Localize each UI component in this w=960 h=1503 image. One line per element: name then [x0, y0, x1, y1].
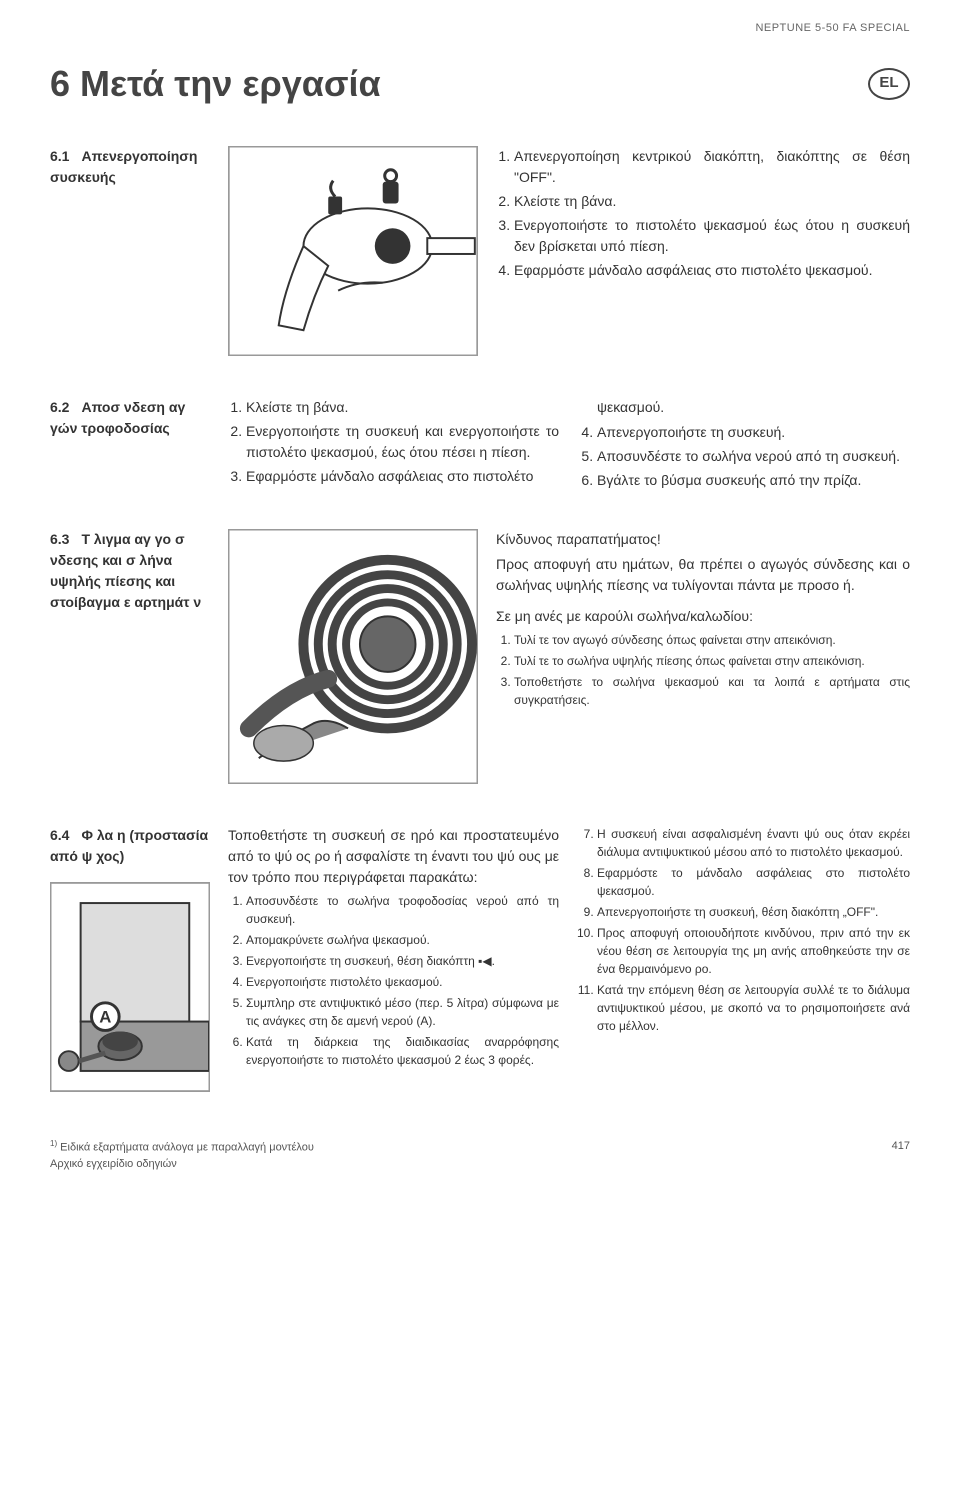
warning-text: Κίνδυνος παραπατήματος! [496, 529, 910, 550]
section-6-2: 6.2Αποσ νδεση αγ γών τροφοδοσίας Κλείστε… [50, 397, 910, 494]
section-label: 6.3Τ λιγμα αγ γο σ νδεσης και σ λήνα υψη… [50, 529, 210, 790]
list-item: Κατά την επόμενη θέση σε λειτουργία συλλ… [597, 981, 910, 1035]
reservoir-icon: A [50, 882, 210, 1092]
list-item: Συμπληρ στε αντιψυκτικό μέσο (περ. 5 λίτ… [246, 994, 559, 1030]
instruction-list: Τυλί τε τον αγωγό σύνδεσης όπως φαίνεται… [496, 631, 910, 709]
list-item: Η συσκευή είναι ασφαλισμένη έναντι ψύ ου… [597, 825, 910, 861]
list-item: Εφαρμόστε το μάνδαλο ασφάλειας στο πιστο… [597, 864, 910, 900]
section-6-1: 6.1Απενεργοποίηση συσκευής Απενεργοποίησ… [50, 146, 910, 362]
section-6-3: 6.3Τ λιγμα αγ γο σ νδεσης και σ λήνα υψη… [50, 529, 910, 790]
list-item: Εφαρμόστε μάνδαλο ασφάλειας στο πιστολέτ… [514, 260, 910, 281]
section-title: Φ λα η (προστασία από ψ χος) [50, 827, 208, 864]
list-item: Απενεργοποιήστε τη συσκευή. [597, 422, 910, 443]
title-row: 6 Μετά την εργασία EL [50, 57, 910, 111]
section-number: 6.3 [50, 529, 69, 550]
section-number: 6.1 [50, 146, 69, 167]
continuation-text: ψεκασμού. [597, 397, 910, 418]
header-model: NEPTUNE 5-50 FA SPECIAL [50, 20, 910, 37]
svg-text:A: A [99, 1007, 111, 1026]
page-number: 417 [892, 1138, 910, 1173]
instruction-list-left: Κλείστε τη βάνα. Ενεργοποιήστε τη συσκευ… [228, 397, 559, 487]
list-item: Τυλί τε το σωλήνα υψηλής πίεσης όπως φαί… [514, 652, 910, 670]
list-item: Αποσυνδέστε το σωλήνα νερού από τη συσκε… [597, 446, 910, 467]
list-item: Απομακρύνετε σωλήνα ψεκασμού. [246, 931, 559, 949]
hose-reel-icon [228, 529, 478, 784]
body-text: Σε μη ανές με καρούλι σωλήνα/καλωδίου: [496, 606, 910, 627]
list-item: Απενεργοποίηση κεντρικού διακόπτη, διακό… [514, 146, 910, 188]
section-label: 6.2Αποσ νδεση αγ γών τροφοδοσίας [50, 397, 210, 494]
list-item: Ενεργοποιήστε πιστολέτο ψεκασμού. [246, 973, 559, 991]
list-item: Εφαρμόστε μάνδαλο ασφάλειας στο πιστολέτ… [246, 466, 559, 487]
section-number: 6.4 [50, 825, 69, 846]
instruction-list-right: Η συσκευή είναι ασφαλισμένη έναντι ψύ ου… [579, 825, 910, 1035]
section-label: 6.4Φ λα η (προστασία από ψ χος) A [50, 825, 210, 1098]
illustration-container [228, 529, 478, 790]
list-item: Κλείστε τη βάνα. [514, 191, 910, 212]
section-body-split: Τοποθετήστε τη συσκευή σε ηρό και προστα… [228, 825, 910, 1098]
list-item: Τοποθετήστε το σωλήνα ψεκασμού και τα λο… [514, 673, 910, 709]
language-badge: EL [868, 68, 910, 100]
footer-subtitle: Αρχικό εγχειρίδιο οδηγιών [50, 1158, 177, 1170]
illustration-container [228, 146, 478, 362]
list-item: Τυλί τε τον αγωγό σύνδεσης όπως φαίνεται… [514, 631, 910, 649]
section-title: Αποσ νδεση αγ γών τροφοδοσίας [50, 399, 185, 436]
page-title: 6 Μετά την εργασία [50, 57, 381, 111]
section-title: Τ λιγμα αγ γο σ νδεσης και σ λήνα υψηλής… [50, 531, 201, 610]
list-item: Βγάλτε το βύσμα συσκευής από την πρίζα. [597, 470, 910, 491]
list-item: Κλείστε τη βάνα. [246, 397, 559, 418]
section-body-split: Κλείστε τη βάνα. Ενεργοποιήστε τη συσκευ… [228, 397, 910, 494]
list-item: Ενεργοποιήστε το πιστολέτο ψεκασμού έως … [514, 215, 910, 257]
section-title: Απενεργοποίηση συσκευής [50, 148, 197, 185]
footnote-text: Ειδικά εξαρτήματα ανάλογα με παραλλαγή μ… [57, 1141, 314, 1153]
instruction-list: Απενεργοποίηση κεντρικού διακόπτη, διακό… [496, 146, 910, 281]
section-6-4: 6.4Φ λα η (προστασία από ψ χος) A Τοποθε… [50, 825, 910, 1098]
body-text: Προς αποφυγή ατυ ημάτων, θα πρέπει ο αγω… [496, 554, 910, 596]
section-body: Κίνδυνος παραπατήματος! Προς αποφυγή ατυ… [496, 529, 910, 790]
list-item: Αποσυνδέστε το σωλήνα τροφοδοσίας νερού … [246, 892, 559, 928]
list-item: Ενεργοποιήστε τη συσκευή, θέση διακόπτη … [246, 952, 559, 970]
section-number: 6.2 [50, 397, 69, 418]
instruction-list-right: Απενεργοποιήστε τη συσκευή. Αποσυνδέστε … [579, 422, 910, 491]
section-body: Απενεργοποίηση κεντρικού διακόπτη, διακό… [496, 146, 910, 362]
list-item: Ενεργοποιήστε τη συσκευή και ενεργοποιήσ… [246, 421, 559, 463]
section-label: 6.1Απενεργοποίηση συσκευής [50, 146, 210, 362]
list-item: Προς αποφυγή οποιουδήποτε κινδύνου, πριν… [597, 924, 910, 978]
list-item: Κατά τη διάρκεια της διαιδικασίας αναρρό… [246, 1033, 559, 1069]
intro-text: Τοποθετήστε τη συσκευή σε ηρό και προστα… [228, 825, 559, 888]
page-footer: 1) Ειδικά εξαρτήματα ανάλογα με παραλλαγ… [50, 1138, 910, 1173]
instruction-list-left: Αποσυνδέστε το σωλήνα τροφοδοσίας νερού … [228, 892, 559, 1069]
list-item: Απενεργοποιήστε τη συσκευή, θέση διακόπτ… [597, 903, 910, 921]
spray-gun-icon [228, 146, 478, 356]
